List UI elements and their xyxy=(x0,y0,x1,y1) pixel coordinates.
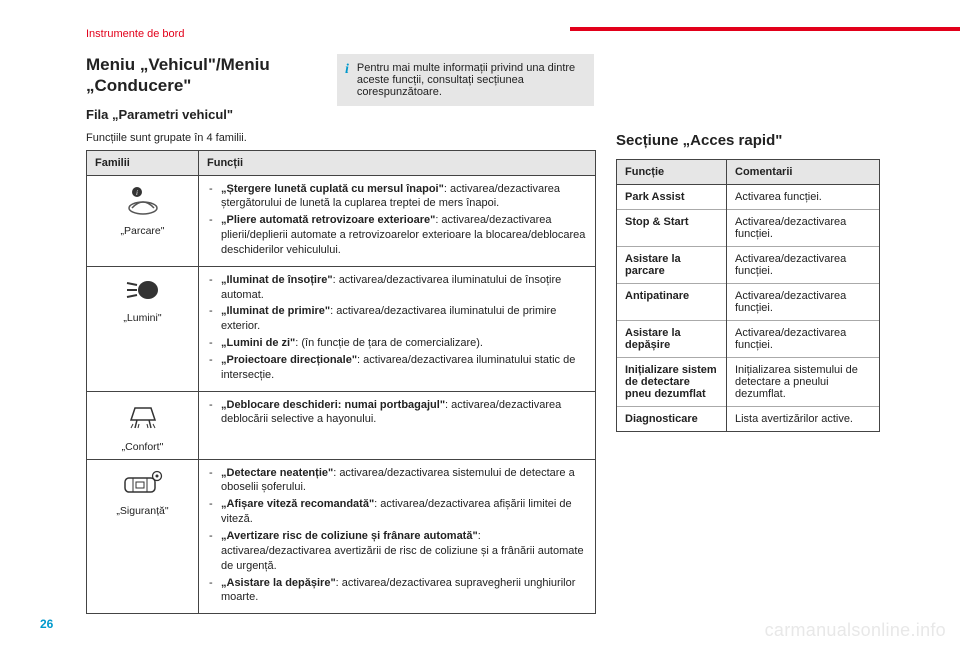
th-comments: Comentarii xyxy=(727,159,880,184)
qa-comment: Activarea/dezactivarea funcției. xyxy=(727,283,880,320)
qa-function: Park Assist xyxy=(617,184,727,209)
table-row: Inițializare sistem de detectare pneu de… xyxy=(617,357,880,406)
info-icon: i xyxy=(345,63,349,98)
quick-access-title: Secțiune „Acces rapid" xyxy=(616,132,880,149)
intro-text: Funcțiile sunt grupate în 4 familii. xyxy=(86,132,596,144)
family-name: „Confort" xyxy=(122,441,164,453)
qa-comment: Inițializarea sistemului de detectare a … xyxy=(727,357,880,406)
family-name: „Parcare" xyxy=(121,225,165,237)
top-row: Meniu „Vehicul"/Meniu „Conducere" Fila „… xyxy=(86,54,920,132)
function-name: „Proiectoare direcționale" xyxy=(221,354,357,366)
function-name: „Lumini de zi" xyxy=(221,337,295,349)
list-item: „Afișare viteză recomandată": activarea/… xyxy=(207,497,587,527)
table-row: „Confort" „Deblocare deschideri: numai po… xyxy=(87,391,596,459)
function-name: „Iluminat de primire" xyxy=(221,305,330,317)
th-families: Familii xyxy=(87,150,199,175)
list-item: „Iluminat de primire": activarea/dezacti… xyxy=(207,304,587,334)
family-icon xyxy=(121,470,165,499)
list-item: „Asistare la depășire": activarea/dezact… xyxy=(207,576,587,606)
quick-access-table: Funcție Comentarii Park AssistActivarea … xyxy=(616,159,880,432)
functions-cell: „Ștergere lunetă cuplată cu mersul înapo… xyxy=(199,175,596,266)
family-cell: „Lumini" xyxy=(87,266,199,391)
function-desc: : (în funcție de țara de comercializare)… xyxy=(295,337,483,349)
watermark: carmanualsonline.info xyxy=(765,620,946,641)
page-title: Meniu „Vehicul"/Meniu „Conducere" xyxy=(86,54,321,97)
list-item: „Avertizare risc de coliziune și frânare… xyxy=(207,529,587,574)
info-text: Pentru mai multe informații privind una … xyxy=(357,62,584,98)
list-item: „Iluminat de însoțire": activarea/dezact… xyxy=(207,273,587,303)
family-icon: i xyxy=(123,186,163,219)
family-cell: „Confort" xyxy=(87,391,199,459)
list-item: „Detectare neatenție": activarea/dezacti… xyxy=(207,466,587,496)
function-name: „Ștergere lunetă cuplată cu mersul înapo… xyxy=(221,183,444,195)
page-number: 26 xyxy=(40,617,53,631)
table-row: DiagnosticareLista avertizărilor active. xyxy=(617,406,880,431)
qa-comment: Activarea/dezactivarea funcției. xyxy=(727,320,880,357)
heading-block: Meniu „Vehicul"/Meniu „Conducere" Fila „… xyxy=(86,54,321,132)
family-cell: i „Parcare" xyxy=(87,175,199,266)
qa-function: Stop & Start xyxy=(617,209,727,246)
list-item: „Ștergere lunetă cuplată cu mersul înapo… xyxy=(207,182,587,212)
th-functions: Funcții xyxy=(199,150,596,175)
left-column: Funcțiile sunt grupate în 4 familii. Fam… xyxy=(86,132,596,615)
qa-function: Inițializare sistem de detectare pneu de… xyxy=(617,357,727,406)
table-row: „Siguranță" „Detectare neatenție": activa… xyxy=(87,459,596,614)
function-name: „Detectare neatenție" xyxy=(221,467,333,479)
svg-text:i: i xyxy=(136,189,138,197)
qa-function: Diagnosticare xyxy=(617,406,727,431)
qa-comment: Activarea/dezactivarea funcției. xyxy=(727,246,880,283)
header-accent-bar xyxy=(570,27,960,31)
family-name: „Lumini" xyxy=(123,312,161,324)
function-name: „Pliere automată retrovizoare exterioare… xyxy=(221,214,435,226)
qa-function: Asistare la parcare xyxy=(617,246,727,283)
table-row: Asistare la depășireActivarea/dezactivar… xyxy=(617,320,880,357)
qa-comment: Activarea/dezactivarea funcției. xyxy=(727,209,880,246)
family-name: „Siguranță" xyxy=(116,505,168,517)
list-item: „Pliere automată retrovizoare exterioare… xyxy=(207,213,587,258)
family-icon xyxy=(123,277,163,306)
list-item: „Proiectoare direcționale": activarea/de… xyxy=(207,353,587,383)
function-name: „Asistare la depășire" xyxy=(221,577,336,589)
functions-cell: „Detectare neatenție": activarea/dezacti… xyxy=(199,459,596,614)
info-callout: i Pentru mai multe informații privind un… xyxy=(337,54,594,106)
th-function: Funcție xyxy=(617,159,727,184)
table-row: i „Parcare" „Ștergere lunetă cuplată cu me… xyxy=(87,175,596,266)
qa-comment: Activarea funcției. xyxy=(727,184,880,209)
family-icon xyxy=(123,402,163,435)
right-column: Secțiune „Acces rapid" Funcție Comentari… xyxy=(616,132,880,615)
function-name: „Avertizare risc de coliziune și frânare… xyxy=(221,530,478,542)
function-name: „Afișare viteză recomandată" xyxy=(221,498,374,510)
table-row: Asistare la parcareActivarea/dezactivare… xyxy=(617,246,880,283)
list-item: „Deblocare deschideri: numai portbagajul… xyxy=(207,398,587,428)
families-table: Familii Funcții i „Parcare" „Ștergere lune… xyxy=(86,150,596,615)
function-name: „Iluminat de însoțire" xyxy=(221,274,333,286)
family-cell: „Siguranță" xyxy=(87,459,199,614)
qa-function: Asistare la depășire xyxy=(617,320,727,357)
qa-comment: Lista avertizărilor active. xyxy=(727,406,880,431)
table-row: „Lumini" „Iluminat de însoțire": activare… xyxy=(87,266,596,391)
functions-cell: „Iluminat de însoțire": activarea/dezact… xyxy=(199,266,596,391)
list-item: „Lumini de zi": (în funcție de țara de c… xyxy=(207,336,587,351)
functions-cell: „Deblocare deschideri: numai portbagajul… xyxy=(199,391,596,459)
page-subtitle: Fila „Parametri vehicul" xyxy=(86,107,321,122)
columns: Funcțiile sunt grupate în 4 familii. Fam… xyxy=(86,132,920,615)
table-row: Stop & StartActivarea/dezactivarea funcț… xyxy=(617,209,880,246)
table-row: AntipatinareActivarea/dezactivarea funcț… xyxy=(617,283,880,320)
table-row: Park AssistActivarea funcției. xyxy=(617,184,880,209)
page-content: Instrumente de bord Meniu „Vehicul"/Meni… xyxy=(0,0,960,614)
qa-function: Antipatinare xyxy=(617,283,727,320)
function-name: „Deblocare deschideri: numai portbagajul… xyxy=(221,399,445,411)
